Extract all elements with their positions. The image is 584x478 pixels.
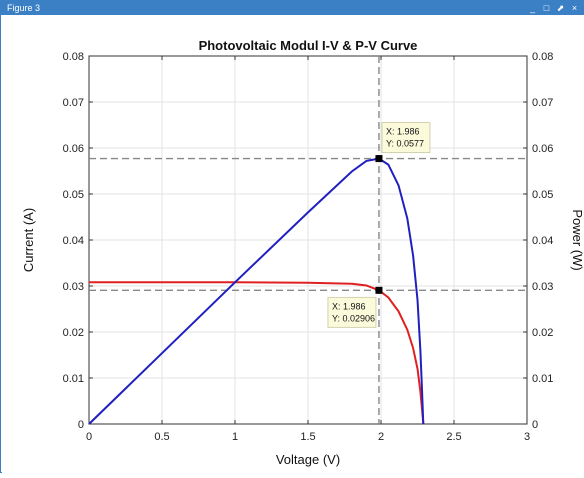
series-line-0 [89, 281, 425, 425]
y-right-tick-label: 0.07 [532, 97, 553, 109]
y-left-tick-label: 0.05 [63, 189, 84, 201]
minimize-button[interactable]: _ [529, 3, 535, 13]
y-left-tick-label: 0.08 [63, 51, 84, 63]
figure-canvas: 0 0.5 1 1.5 2 2.5 3 0 0.01 0.02 0.03 0.04 0.05 0.06 0.… [2, 15, 584, 473]
x-tick-label: 2 [378, 431, 384, 443]
y-left-tick-label: 0.07 [63, 97, 84, 109]
y-right-tick-label: 0.06 [532, 143, 553, 155]
chart-title: Photovoltaic Modul I-V & P-V Curve [199, 38, 418, 53]
y-left-tick-label: 0.02 [63, 327, 84, 339]
y-left-axis-label: Current (A) [21, 208, 36, 272]
y-right-tick-label: 0.05 [532, 189, 553, 201]
x-tick-label: 2.5 [446, 431, 461, 443]
y-right-axis-label: Power (W) [570, 209, 584, 270]
window-controls: _ □ ⬈ × [528, 1, 579, 15]
datatip-y-text: Y: 0.02906 [332, 313, 375, 323]
title-bar[interactable]: Figure 3 _ □ ⬈ × [1, 1, 583, 15]
datatip-x-text: X: 1.986 [332, 301, 366, 311]
restore-button[interactable]: ⬈ [556, 3, 565, 13]
y-left-tick-label: 0 [78, 419, 84, 431]
y-right-tick-label: 0.01 [532, 373, 553, 385]
datatip-marker [375, 155, 383, 163]
plot-svg[interactable]: 0 0.5 1 1.5 2 2.5 300.010.020.030.040.050.060.… [2, 15, 584, 473]
y-right-tick-label: 0.02 [532, 327, 553, 339]
x-tick-label: 0 [86, 431, 92, 443]
x-tick-label: 1.5 [300, 431, 315, 443]
maximize-button[interactable]: □ [543, 3, 550, 13]
x-tick-label: 1 [232, 431, 238, 443]
x-tick-label: 0.5 [154, 431, 169, 443]
y-right-tick-label: 0.08 [532, 51, 553, 63]
y-right-tick-label: 0.03 [532, 281, 553, 293]
datatip-x-text: X: 1.986 [386, 127, 420, 137]
close-button[interactable]: × [571, 3, 578, 13]
y-left-tick-label: 0.04 [63, 235, 84, 247]
x-tick-label: 3 [524, 431, 530, 443]
x-axis-label: Voltage (V) [276, 452, 340, 467]
datatip-box [381, 122, 431, 153]
y-left-tick-label: 0.01 [63, 373, 84, 385]
y-left-tick-label: 0.03 [63, 281, 84, 293]
series-line-1 [88, 157, 425, 425]
datatip-marker [375, 286, 383, 294]
window-title: Figure 3 [7, 3, 41, 13]
datatip-y-text: Y: 0.0577 [386, 139, 424, 149]
y-right-tick-label: 0 [532, 419, 538, 431]
y-left-tick-label: 0.06 [63, 143, 84, 155]
y-right-tick-label: 0.04 [532, 235, 553, 247]
datatip-box [327, 296, 377, 328]
